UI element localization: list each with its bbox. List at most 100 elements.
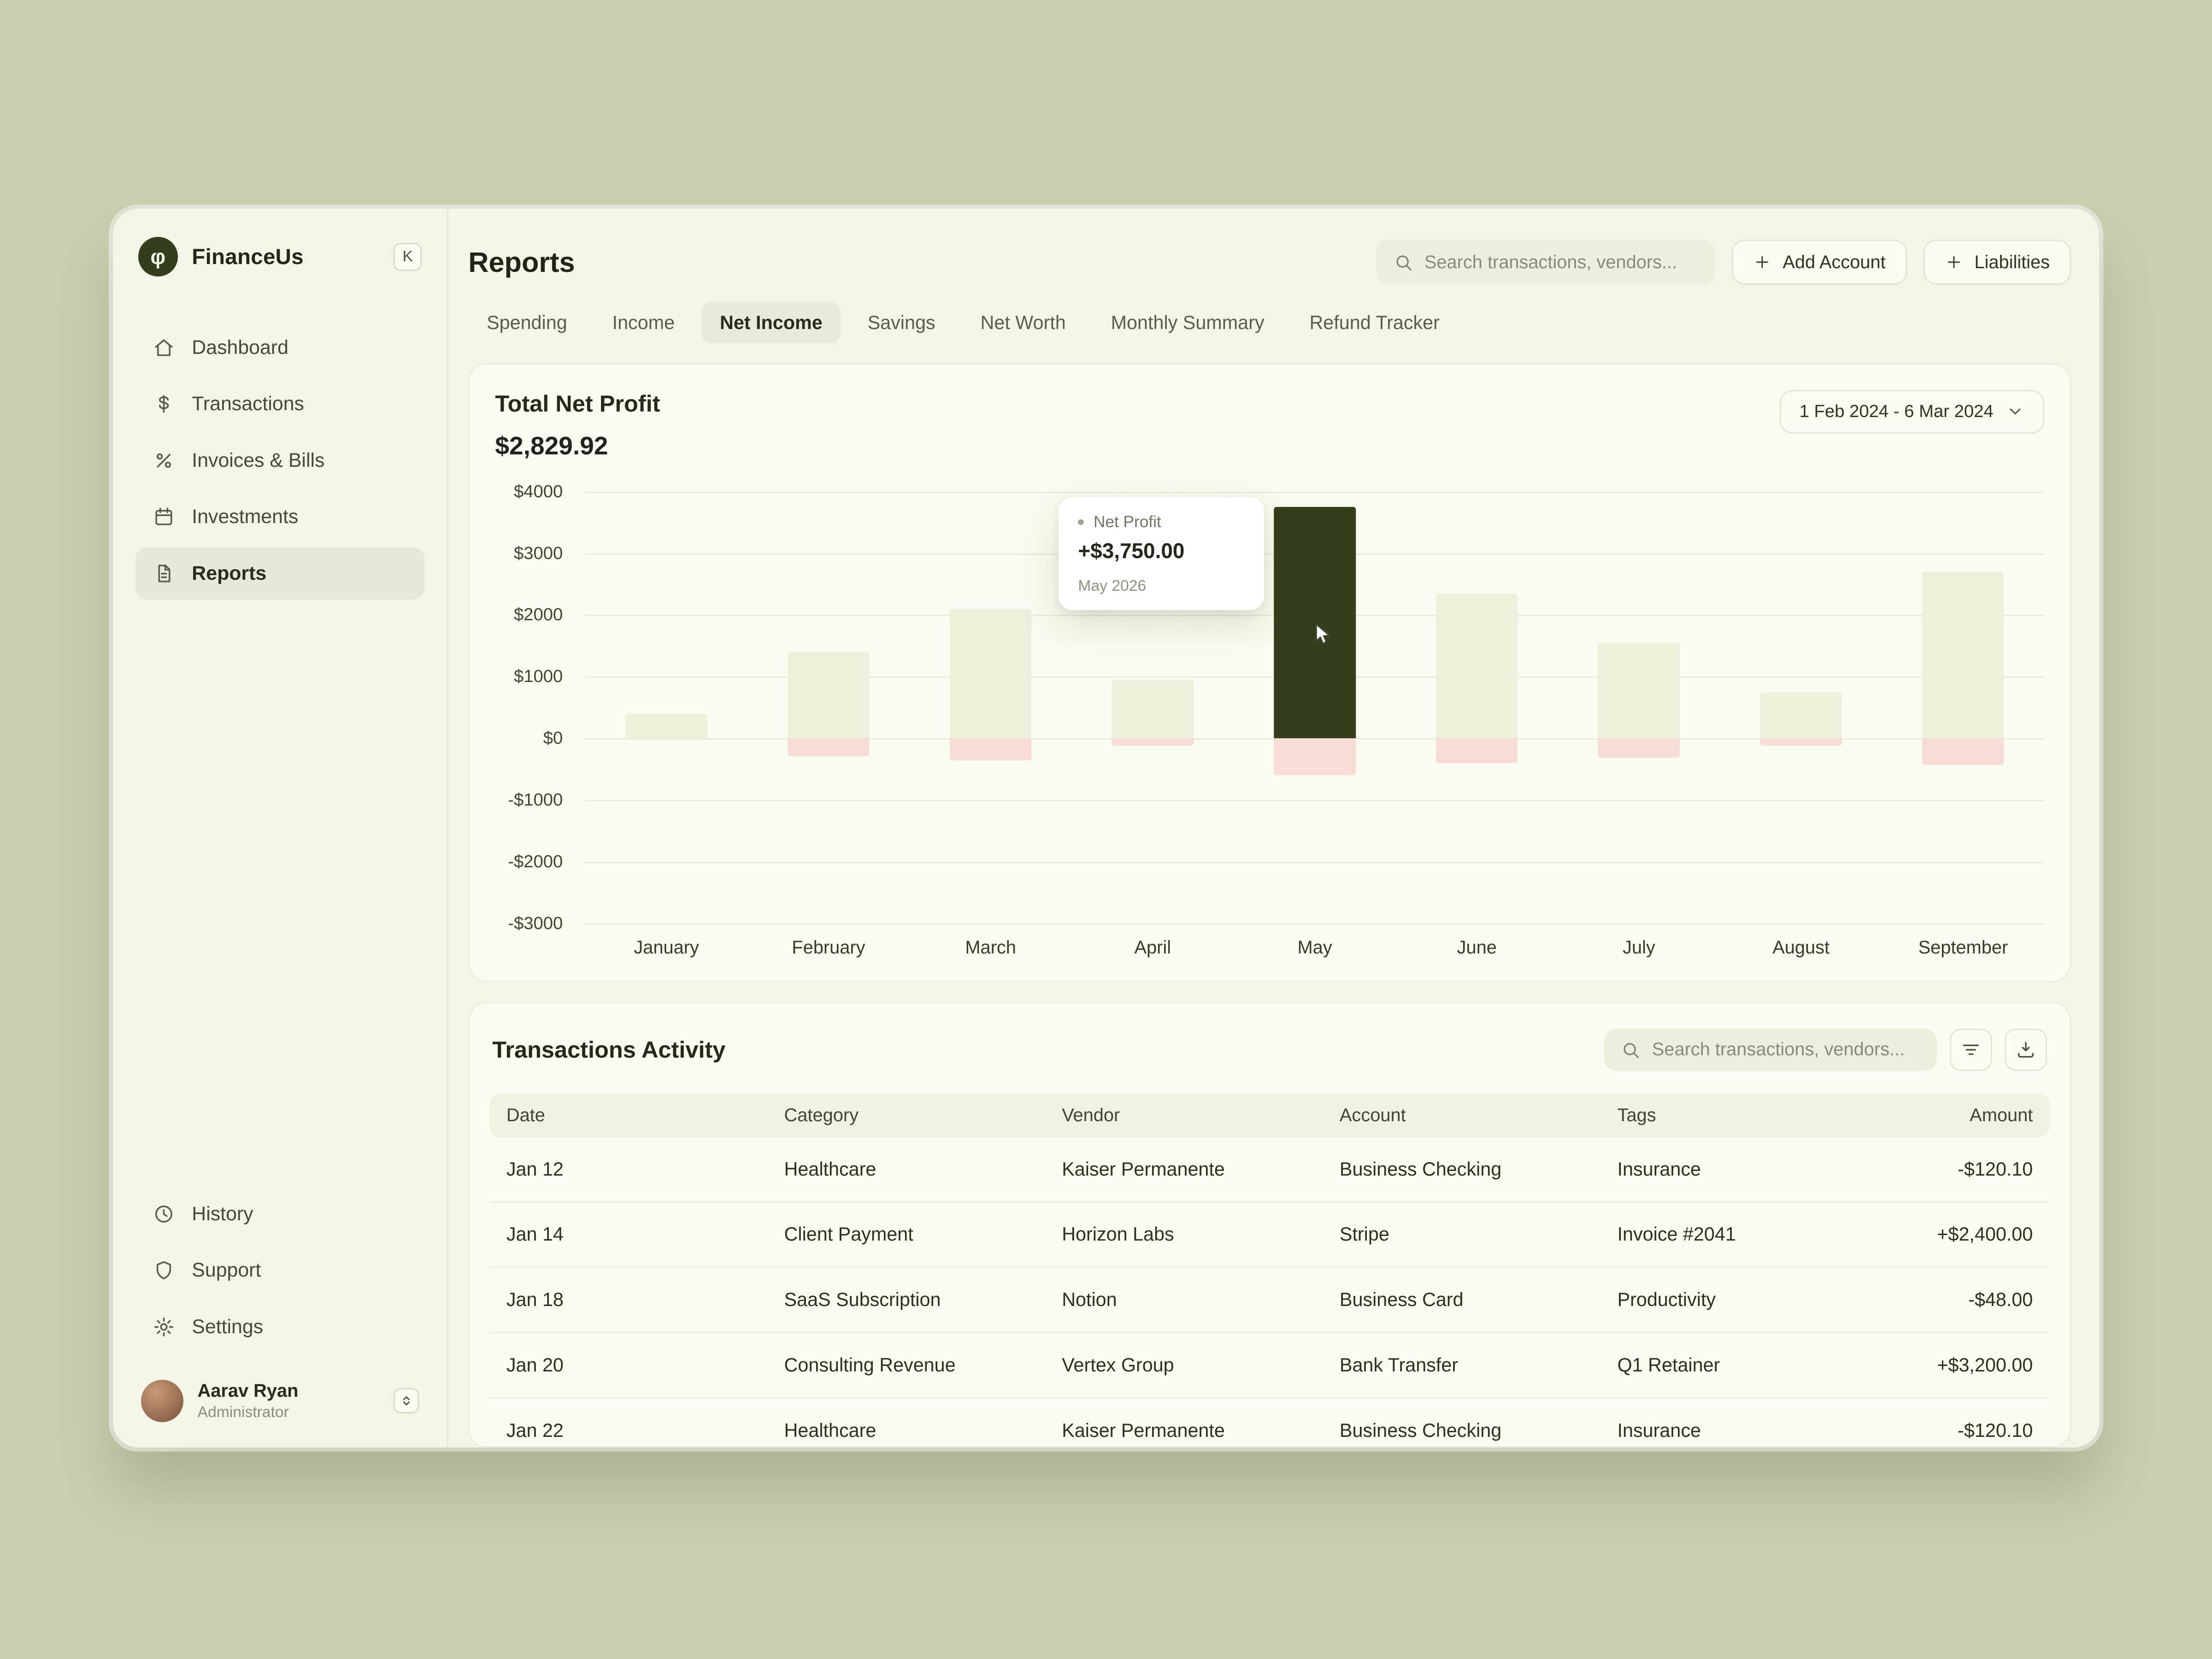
bar-september-positive[interactable] <box>1922 571 2004 739</box>
cell-amount: +$2,400.00 <box>1878 1203 2050 1268</box>
sidebar-item-transactions[interactable]: Transactions <box>135 378 425 430</box>
y-tick-label: -$3000 <box>508 913 563 933</box>
cell-amount: -$120.10 <box>1878 1137 2050 1203</box>
bar-june-positive[interactable] <box>1435 593 1518 739</box>
tab-spending[interactable]: Spending <box>487 312 567 333</box>
bar-january-positive[interactable] <box>625 713 707 739</box>
gridline <box>585 491 2044 493</box>
bar-april-negative[interactable] <box>1112 738 1194 746</box>
bar-group-march <box>910 492 1072 924</box>
cell-account: Stripe <box>1323 1203 1600 1268</box>
bar-july-negative[interactable] <box>1598 738 1680 758</box>
bar-may-negative[interactable] <box>1274 738 1356 776</box>
table-row[interactable]: Jan 12 Healthcare Kaiser Permanente Busines… <box>489 1137 2050 1203</box>
history-icon <box>153 1203 175 1225</box>
bar-february-positive[interactable] <box>788 652 870 739</box>
y-tick-label: $4000 <box>513 481 563 501</box>
x-tick-label: April <box>1134 937 1171 958</box>
sidebar-item-settings[interactable]: Settings <box>135 1301 425 1353</box>
date-range-label: 1 Feb 2024 - 6 Mar 2024 <box>1799 401 1994 422</box>
home-icon <box>153 336 175 359</box>
sidebar-item-investments[interactable]: Investments <box>135 491 425 543</box>
tooltip-series: Net Profit <box>1094 512 1161 531</box>
table-row[interactable]: Jan 20 Consulting Revenue Vertex Group Bank… <box>489 1333 2050 1399</box>
sidebar-item-history[interactable]: History <box>135 1188 425 1240</box>
cell-amount: +$3,200.00 <box>1878 1333 2050 1399</box>
table-row[interactable]: Jan 14 Client Payment Horizon Labs Stripe In… <box>489 1203 2050 1268</box>
brand-logo: φ <box>138 237 178 276</box>
cell-vendor: Vertex Group <box>1045 1333 1323 1399</box>
cell-category: Consulting Revenue <box>767 1333 1045 1399</box>
cell-date: Jan 22 <box>506 1419 564 1441</box>
chart-head: Total Net Profit $2,829.92 1 Feb 2024 - … <box>495 389 2044 461</box>
cell-tags: Insurance <box>1617 1419 1701 1441</box>
sidebar-footer-nav: History Support Settings <box>135 1188 425 1357</box>
plus-icon <box>1945 253 1963 271</box>
bar-march-positive[interactable] <box>949 609 1032 739</box>
tab-net-income[interactable]: Net Income <box>701 302 841 343</box>
tab-net-worth[interactable]: Net Worth <box>980 312 1066 333</box>
bar-september-negative[interactable] <box>1922 738 2004 765</box>
cell-vendor: Horizon Labs <box>1045 1203 1323 1268</box>
cell-category: Healthcare <box>784 1419 877 1441</box>
bar-june-negative[interactable] <box>1435 738 1518 763</box>
column-header-date: Date <box>489 1093 767 1137</box>
add-account-button[interactable]: Add Account <box>1732 240 1907 285</box>
tab-savings[interactable]: Savings <box>867 312 935 333</box>
bar-july-positive[interactable] <box>1598 642 1680 739</box>
table-row[interactable]: Jan 18 SaaS Subscription Notion Business Ca… <box>489 1268 2050 1334</box>
sidebar-item-label: Transactions <box>192 393 304 415</box>
keyboard-shortcut-badge[interactable]: K <box>394 242 422 271</box>
transactions-title: Transactions Activity <box>492 1036 726 1063</box>
chart-tooltip: Net Profit +$3,750.00 May 2026 <box>1058 497 1265 611</box>
user-name: Aarav Ryan <box>197 1380 299 1401</box>
brand-name: FinanceUs <box>192 244 304 269</box>
sidebar-item-reports[interactable]: Reports <box>135 547 425 600</box>
bar-february-negative[interactable] <box>788 738 870 756</box>
transactions-table: Date Category Vendor Account Tags Amount Jan … <box>489 1093 2050 1446</box>
bar-april-positive[interactable] <box>1112 679 1194 739</box>
search-icon <box>1394 253 1413 272</box>
transactions-search-input[interactable] <box>1652 1039 1920 1060</box>
liabilities-button[interactable]: Liabilities <box>1924 240 2071 285</box>
column-header-tags: Tags <box>1600 1093 1878 1137</box>
global-search[interactable] <box>1376 240 1715 285</box>
download-button[interactable] <box>2005 1029 2047 1071</box>
column-header-amount: Amount <box>1878 1093 2050 1137</box>
cell-tags: Productivity <box>1600 1268 1878 1334</box>
y-tick-label: $1000 <box>513 666 563 687</box>
user-card[interactable]: Aarav Ryan Administrator <box>135 1377 425 1425</box>
tab-refund-tracker[interactable]: Refund Tracker <box>1309 312 1440 333</box>
table-header-row: Date Category Vendor Account Tags Amount <box>489 1093 2050 1137</box>
tab-monthly-summary[interactable]: Monthly Summary <box>1111 312 1265 333</box>
y-tick-label: -$2000 <box>508 851 563 871</box>
tab-income[interactable]: Income <box>612 312 675 333</box>
bar-march-negative[interactable] <box>949 738 1032 761</box>
sidebar-nav: Dashboard Transactions Invoices & Bills Inv… <box>135 322 425 604</box>
sidebar-item-invoices-bills[interactable]: Invoices & Bills <box>135 435 425 487</box>
bars-layer <box>585 492 2044 924</box>
bar-may-positive[interactable] <box>1274 507 1356 739</box>
sidebar-spacer <box>135 604 425 1188</box>
bar-group-january <box>585 492 747 924</box>
bar-august-positive[interactable] <box>1760 693 1842 739</box>
chevron-updown-icon <box>399 1393 414 1409</box>
cell-tags: Insurance <box>1600 1137 1878 1203</box>
column-header-category: Category <box>767 1093 1045 1137</box>
cell-account: Business Card <box>1323 1268 1600 1334</box>
transactions-search[interactable] <box>1604 1029 1937 1071</box>
filter-button[interactable] <box>1949 1029 1992 1071</box>
cell-vendor: Notion <box>1045 1268 1323 1334</box>
cell-category: SaaS Subscription <box>767 1268 1045 1334</box>
sidebar-item-dashboard[interactable]: Dashboard <box>135 322 425 374</box>
date-range-selector[interactable]: 1 Feb 2024 - 6 Mar 2024 <box>1779 389 2044 434</box>
bar-august-negative[interactable] <box>1760 738 1842 746</box>
sidebar-item-support[interactable]: Support <box>135 1244 425 1296</box>
user-switcher-button[interactable] <box>394 1388 419 1414</box>
app-window: φ FinanceUs K Dashboard Transactions Invoi… <box>112 209 2100 1447</box>
y-tick-label: $3000 <box>513 543 563 563</box>
table-row[interactable]: Jan 22 Healthcare Kaiser Permanente Busines… <box>489 1399 2050 1446</box>
user-meta: Aarav Ryan Administrator <box>198 1380 380 1422</box>
global-search-input[interactable] <box>1424 252 1698 273</box>
download-icon <box>2015 1039 2036 1060</box>
